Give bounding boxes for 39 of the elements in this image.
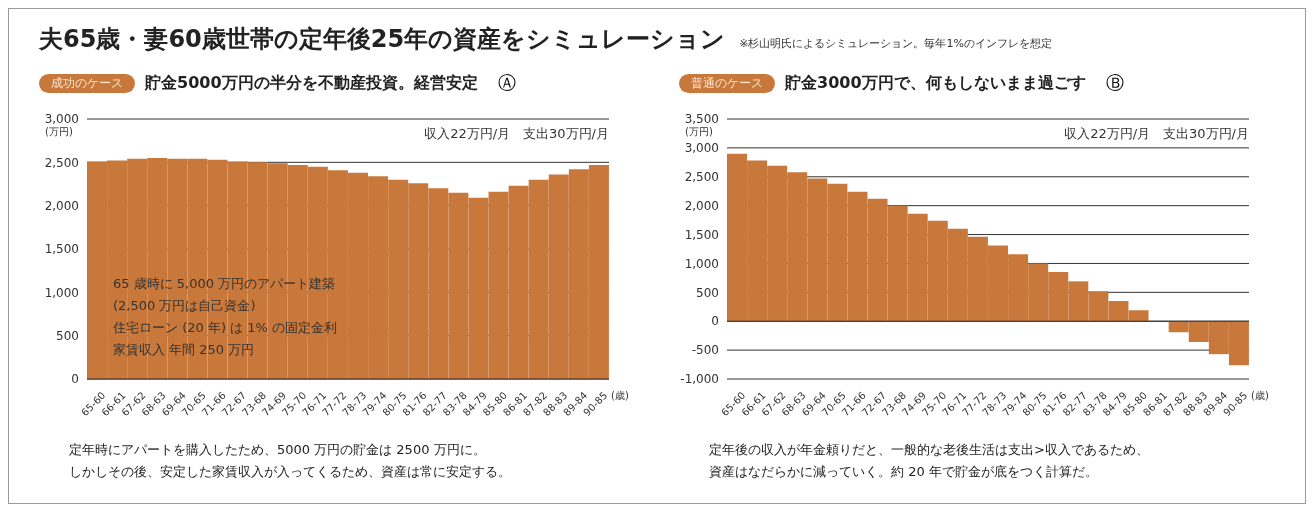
chart-title: 貯金3000万円で、何もしないまま過ごす xyxy=(785,72,1086,94)
annotation: 収入22万円/月 支出30万円/月 xyxy=(1064,125,1249,143)
y-tick-label: 3,000 xyxy=(44,112,79,127)
y-tick-label: 1,500 xyxy=(44,242,79,257)
y-tick-label: 500 xyxy=(696,285,719,300)
text: Ⓐ xyxy=(497,71,516,95)
y-tick-label: 2,000 xyxy=(44,198,79,213)
text: しかしその後、安定した家賃収入が入ってくるため、資産は常に安定する。 xyxy=(69,463,511,481)
y-tick-label: 0 xyxy=(711,314,719,329)
y-tick-label: 1,000 xyxy=(684,256,719,271)
y-tick-label: 500 xyxy=(56,328,79,343)
annotation: (2,500 万円は自己資金) xyxy=(113,297,257,315)
annotation: 家賃収入 年間 250 万円 xyxy=(113,341,256,359)
text: Ⓑ xyxy=(1105,71,1124,95)
x-axis-title: (歳) xyxy=(611,389,629,403)
text: 資産はなだらかに減っていく。約 20 年で貯金が底をつく計算だ。 xyxy=(709,463,1099,481)
chart-title: 貯金5000万円の半分を不動産投資。経営安定 xyxy=(145,72,478,94)
y-tick-label: 0 xyxy=(71,372,79,387)
text: 定年後の収入が年金頼りだと、一般的な老後生活は支出>収入であるため、 xyxy=(709,441,1149,459)
text: 普通のケース xyxy=(679,73,775,93)
text: ※杉山明氏によるシミュレーション。毎年1%のインフレを想定 xyxy=(739,36,1052,51)
text: 夫65歳・妻60歳世帯の定年後25年の資産をシミュレーション xyxy=(39,24,726,55)
y-tick-label: 2,500 xyxy=(684,170,719,185)
y-axis-title: (万円) xyxy=(685,125,713,139)
y-tick-label: 1,000 xyxy=(44,285,79,300)
y-tick-label: 3,000 xyxy=(684,141,719,156)
y-tick-label: -1,000 xyxy=(680,372,719,387)
annotation: 65 歳時に 5,000 万円のアパート建築 xyxy=(113,275,337,293)
annotation: 収入22万円/月 支出30万円/月 xyxy=(424,125,609,143)
text: 定年時にアパートを購入したため、5000 万円の貯金は 2500 万円に。 xyxy=(69,441,487,459)
y-tick-label: 1,500 xyxy=(684,227,719,242)
annotation: 住宅ローン (20 年) は 1% の固定金利 xyxy=(113,319,337,337)
y-tick-label: 3,500 xyxy=(684,112,719,127)
text: 成功のケース xyxy=(39,73,135,93)
y-tick-label: -500 xyxy=(691,343,719,358)
y-tick-label: 2,000 xyxy=(684,198,719,213)
y-axis-title: (万円) xyxy=(45,125,73,139)
y-tick-label: 2,500 xyxy=(44,155,79,170)
x-axis-title: (歳) xyxy=(1251,389,1269,403)
